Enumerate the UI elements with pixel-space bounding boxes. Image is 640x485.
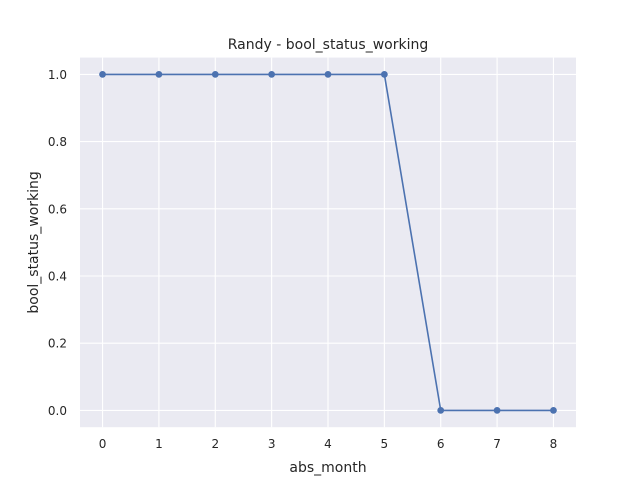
data-point xyxy=(324,71,332,78)
data-point xyxy=(99,71,106,78)
y-tick-label: 0.0 xyxy=(48,404,67,418)
data-point xyxy=(437,407,445,414)
chart-title: Randy - bool_status_working xyxy=(228,37,428,53)
y-tick-label: 0.8 xyxy=(48,135,67,149)
x-tick-label: 0 xyxy=(99,437,107,451)
x-tick-label: 5 xyxy=(381,437,389,451)
x-tick-label: 6 xyxy=(437,437,445,451)
x-tick-label: 4 xyxy=(324,437,332,451)
y-axis-label: bool_status_working xyxy=(26,171,42,313)
series-layer xyxy=(99,71,557,414)
y-tick-label: 0.2 xyxy=(48,337,67,351)
data-point xyxy=(211,71,219,78)
x-axis-label: abs_month xyxy=(289,460,366,476)
x-tick-label: 7 xyxy=(493,437,501,451)
data-point xyxy=(268,71,276,78)
x-tick-labels: 0 1 2 3 4 5 6 7 8 xyxy=(99,437,558,451)
data-point xyxy=(550,407,557,414)
x-tick-label: 1 xyxy=(155,437,163,451)
y-tick-label: 0.6 xyxy=(48,202,67,216)
y-tick-label: 1.0 xyxy=(48,68,67,82)
data-point xyxy=(493,407,501,414)
x-tick-label: 3 xyxy=(268,437,276,451)
y-tick-labels: 0.0 0.2 0.4 0.6 0.8 1.0 xyxy=(48,68,67,418)
data-point xyxy=(155,71,163,78)
x-tick-label: 8 xyxy=(550,437,558,451)
data-point xyxy=(380,71,388,78)
x-tick-label: 2 xyxy=(211,437,219,451)
y-tick-label: 0.4 xyxy=(48,270,67,284)
